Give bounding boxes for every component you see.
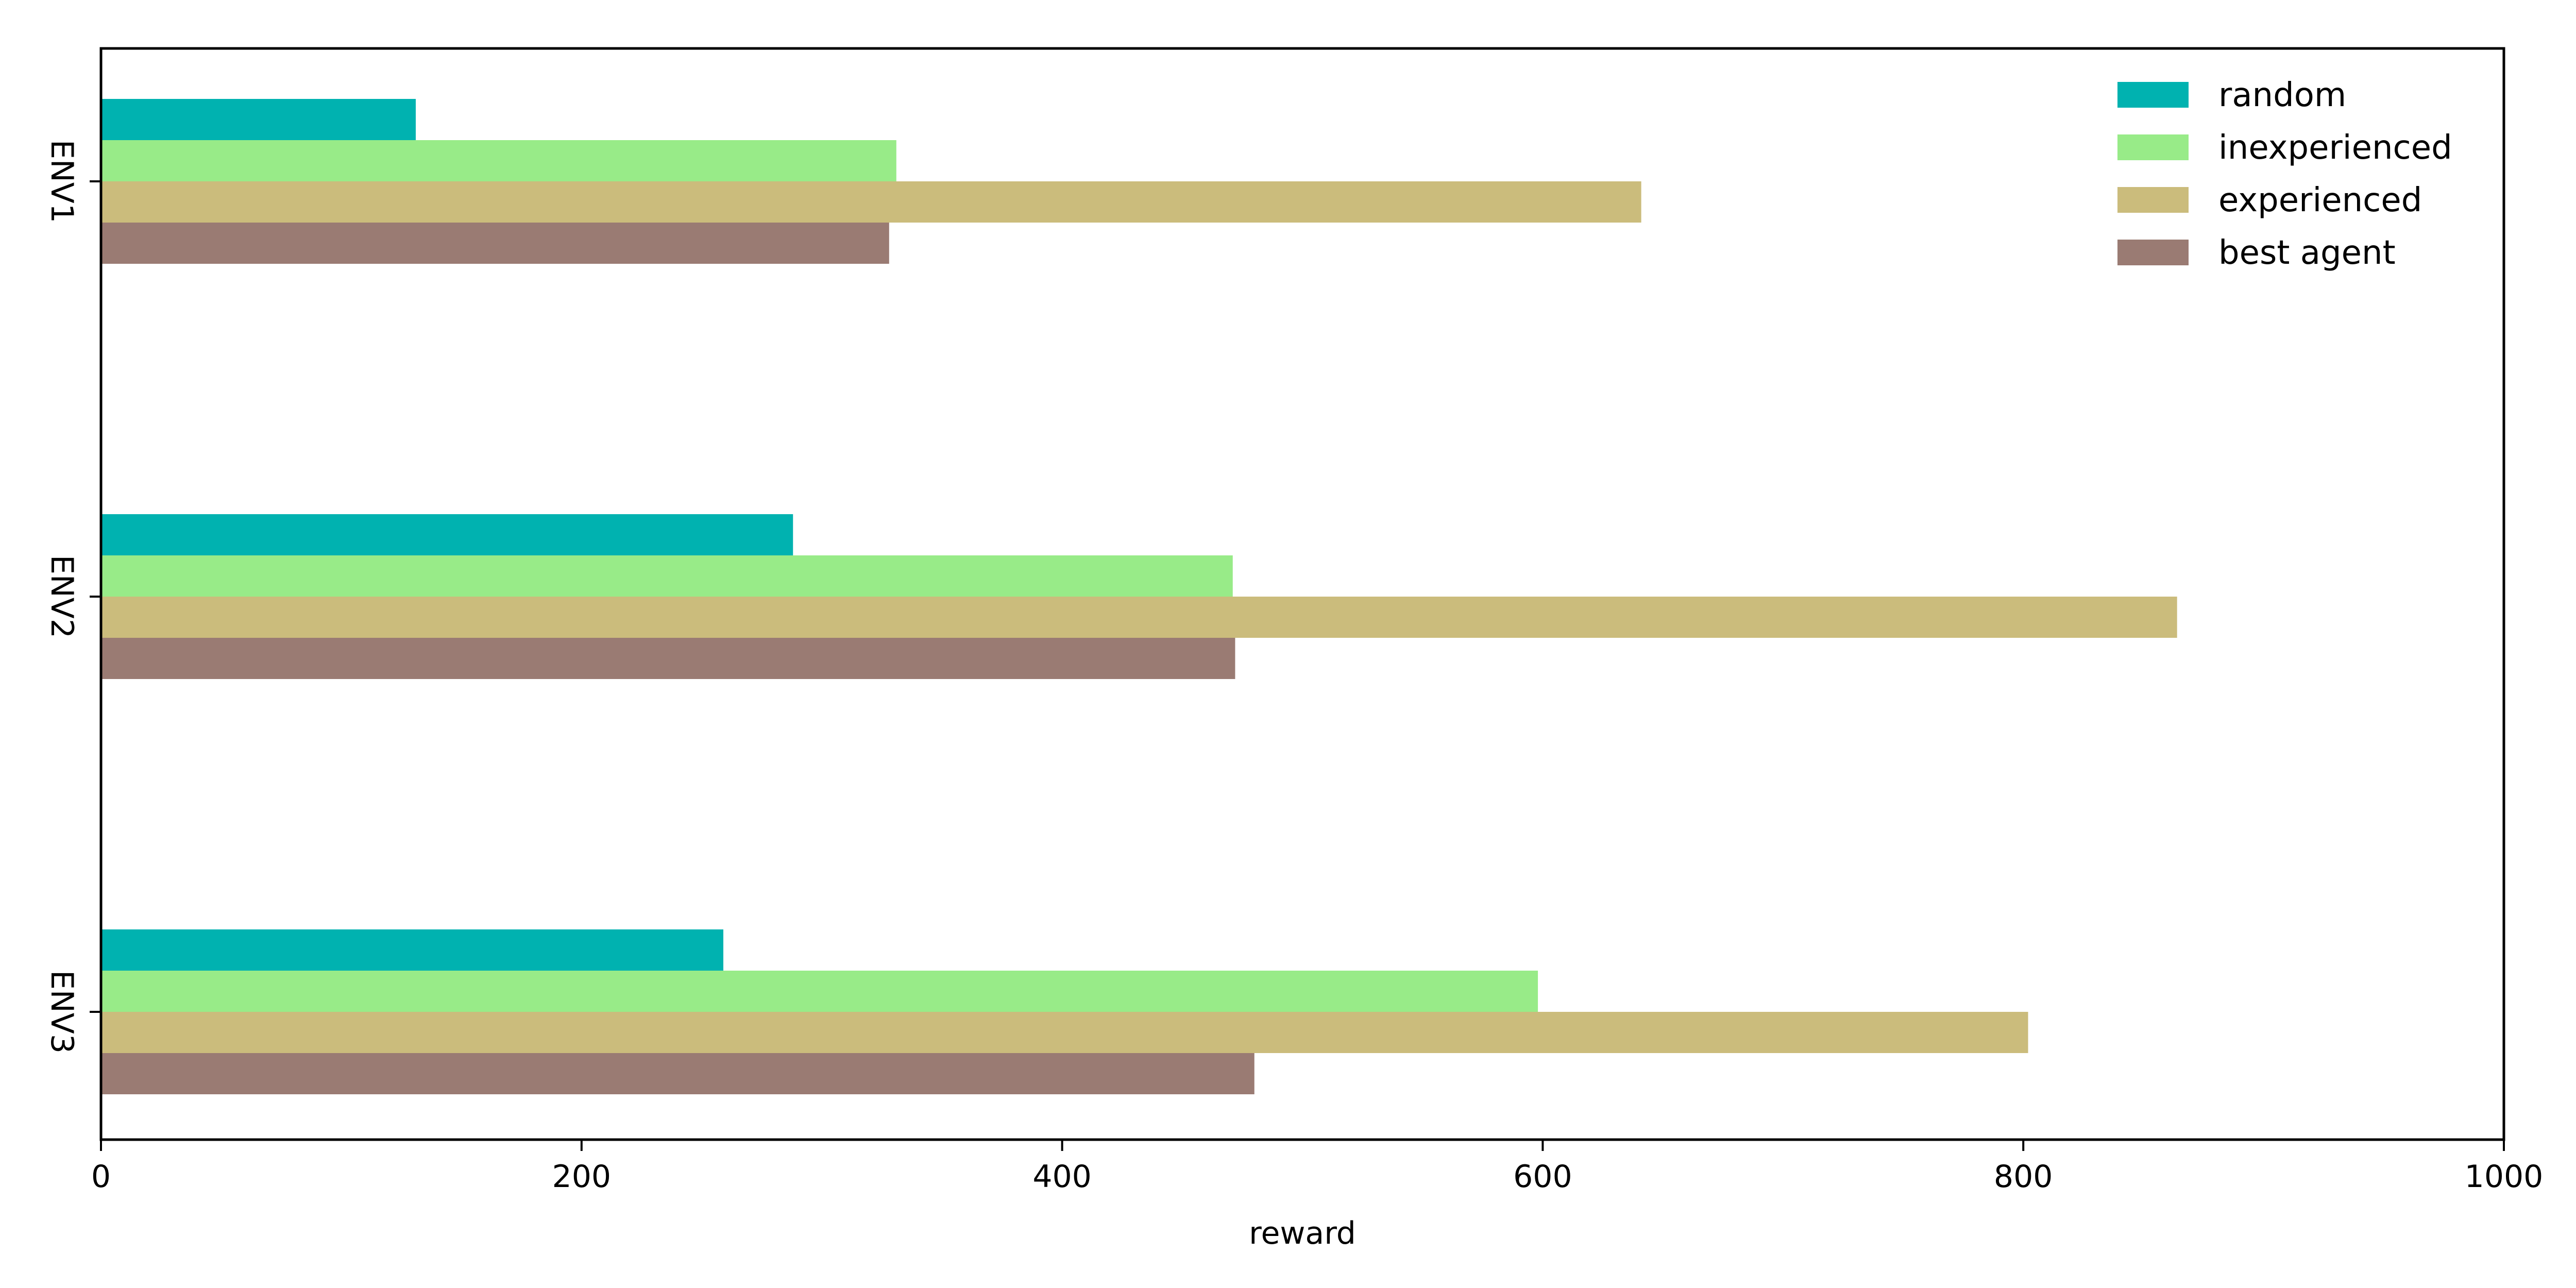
bar-env2-experienced: [101, 597, 2177, 638]
bar-env3-best-agent: [101, 1053, 1255, 1094]
bar-env2-inexperienced: [101, 555, 1233, 597]
bar-env1-inexperienced: [101, 140, 896, 181]
bar-env1-random: [101, 99, 416, 140]
x-tick-label: 800: [1994, 1159, 2053, 1195]
bar-env2-random: [101, 514, 793, 555]
legend-swatch-experienced: [2117, 187, 2189, 213]
y-tick-label-env3: ENV3: [44, 970, 80, 1054]
x-tick-label: 0: [91, 1159, 111, 1195]
plot-area-frame: [99, 47, 2505, 1141]
x-axis-ticks: 0 200 400 600 800 1000: [91, 1140, 2543, 1195]
bar-env1-best-agent: [101, 223, 889, 264]
x-tick-label: 600: [1513, 1159, 1572, 1195]
x-tick-label: 1000: [2465, 1159, 2544, 1195]
y-tick-label-env2: ENV2: [44, 555, 80, 638]
legend: random inexperienced experienced best agent: [2117, 76, 2452, 272]
bar-env3-experienced: [101, 1012, 2028, 1053]
bars-group: [101, 99, 2177, 1094]
bar-env3-random: [101, 929, 723, 971]
legend-swatch-random: [2117, 82, 2189, 108]
y-axis-ticks: ENV1 ENV2 ENV3: [44, 140, 101, 1054]
bar-env3-inexperienced: [101, 971, 1538, 1012]
legend-label-best-agent: best agent: [2218, 234, 2396, 272]
legend-label-inexperienced: inexperienced: [2218, 129, 2452, 167]
bar-env2-best-agent: [101, 638, 1235, 679]
x-axis-label: reward: [1249, 1215, 1356, 1251]
legend-swatch-best-agent: [2117, 240, 2189, 265]
legend-label-random: random: [2218, 76, 2346, 114]
legend-label-experienced: experienced: [2218, 181, 2422, 219]
legend-swatch-inexperienced: [2117, 134, 2189, 160]
bar-env1-experienced: [101, 181, 1641, 223]
y-tick-label-env1: ENV1: [44, 140, 80, 223]
x-tick-label: 200: [552, 1159, 612, 1195]
x-tick-label: 400: [1032, 1159, 1092, 1195]
